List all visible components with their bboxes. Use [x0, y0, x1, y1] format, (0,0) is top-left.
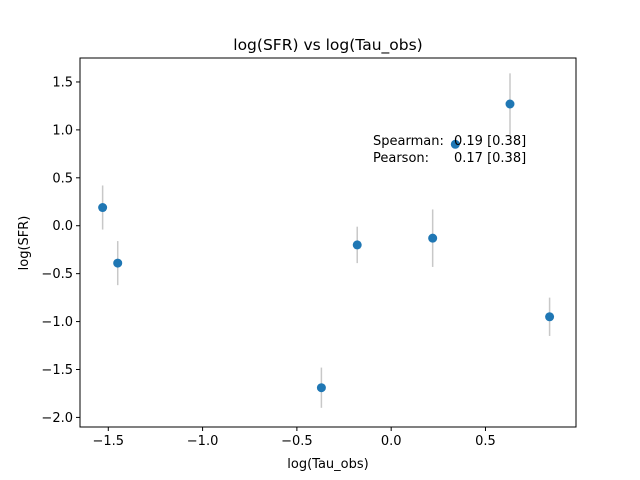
- correlation-annotation: Spearman: 0.19 [0.38] Pearson: 0.17 [0.3…: [373, 134, 526, 166]
- y-tick-label: 0.5: [52, 171, 73, 186]
- data-point: [450, 139, 460, 149]
- data-point: [98, 203, 108, 213]
- y-tick-label: −0.5: [41, 267, 73, 282]
- x-axis: −1.5 −1.0 −0.5 0.0 0.5: [92, 427, 496, 449]
- data-point: [505, 99, 515, 109]
- spearman-value: 0.19 [0.38]: [454, 134, 526, 149]
- y-tick-label: 1.5: [52, 75, 73, 90]
- pearson-value: 0.17 [0.38]: [454, 151, 526, 166]
- pearson-label: Pearson:: [373, 151, 429, 166]
- y-axis-label: log(SFR): [17, 216, 32, 271]
- y-tick-label: −2.0: [41, 411, 73, 426]
- y-tick-label: −1.0: [41, 315, 73, 330]
- y-tick-label: 0.0: [52, 219, 73, 234]
- x-tick-label: −0.5: [281, 434, 313, 449]
- x-tick-label: −1.5: [92, 434, 124, 449]
- data-point: [428, 233, 438, 243]
- x-axis-label: log(Tau_obs): [287, 457, 368, 472]
- axes-frame: [79, 57, 577, 428]
- x-tick-label: −1.0: [187, 434, 219, 449]
- y-tick-label: −1.5: [41, 363, 73, 378]
- data-point: [352, 240, 362, 250]
- x-tick-label: 0.0: [381, 434, 402, 449]
- data-point: [545, 312, 555, 322]
- y-tick-label: 1.0: [52, 123, 73, 138]
- x-tick-label: 0.5: [475, 434, 496, 449]
- y-axis: −2.0 −1.5 −1.0 −0.5 0.0 0.5 1.0 1.5: [41, 75, 80, 426]
- chart-title: log(SFR) vs log(Tau_obs): [233, 36, 422, 55]
- data-point: [316, 383, 326, 393]
- plot-area: [98, 73, 555, 408]
- data-point: [113, 258, 123, 268]
- spearman-label: Spearman:: [373, 134, 444, 149]
